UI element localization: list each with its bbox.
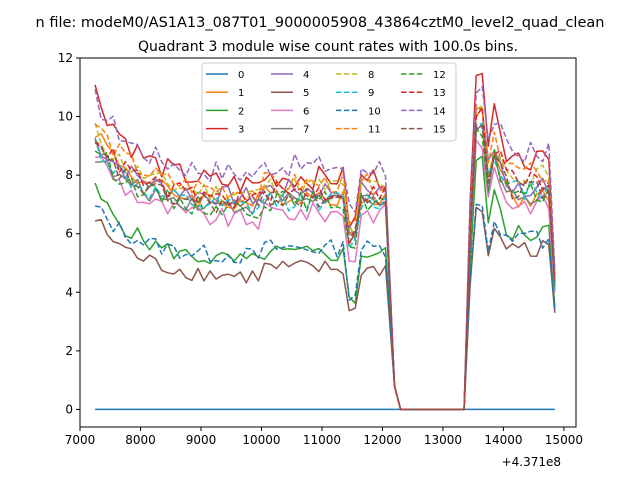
plot-area xyxy=(94,72,556,411)
legend-label-14: 14 xyxy=(433,106,446,117)
series-line-2 xyxy=(94,155,556,411)
x-offset-label: +4.371e8 xyxy=(502,455,561,469)
legend-label-3: 3 xyxy=(238,125,244,136)
x-tick-label: 12000 xyxy=(363,433,401,447)
chart-title: Quadrant 3 module wise count rates with … xyxy=(138,39,518,55)
legend-label-9: 9 xyxy=(368,88,374,99)
legend-label-15: 15 xyxy=(433,125,446,136)
legend-label-10: 10 xyxy=(368,106,381,117)
y-tick-label: 0 xyxy=(65,402,73,416)
legend-label-6: 6 xyxy=(303,106,309,117)
series-group xyxy=(94,72,556,411)
legend-label-12: 12 xyxy=(433,70,446,81)
series-line-12 xyxy=(94,127,556,411)
x-tick-label: 15000 xyxy=(545,433,583,447)
legend-label-13: 13 xyxy=(433,88,446,99)
figure-suptitle: n file: modeM0/AS1A13_087T01_9000005908_… xyxy=(36,15,605,31)
y-tick-label: 2 xyxy=(65,344,73,358)
legend-label-4: 4 xyxy=(303,70,309,81)
series-line-3 xyxy=(94,72,556,411)
series-line-10 xyxy=(94,203,556,411)
x-tick-label: 11000 xyxy=(303,433,341,447)
series-line-11 xyxy=(94,104,556,411)
x-tick-label: 10000 xyxy=(242,433,280,447)
y-tick-label: 4 xyxy=(65,285,73,299)
axes-frame xyxy=(79,57,577,428)
legend-label-11: 11 xyxy=(368,125,381,136)
x-tick-label: 7000 xyxy=(65,433,96,447)
legend-label-2: 2 xyxy=(238,106,244,117)
series-line-5 xyxy=(94,206,556,411)
legend-label-1: 1 xyxy=(238,88,244,99)
y-tick-label: 6 xyxy=(65,227,73,241)
series-line-15 xyxy=(94,125,556,411)
axes: 7000 8000 9000 10000 11000 12000 13000 14000 150… xyxy=(58,51,583,447)
series-line-7 xyxy=(95,122,556,411)
x-tick-label: 14000 xyxy=(484,433,522,447)
x-tick-label: 9000 xyxy=(186,433,217,447)
series-line-8 xyxy=(94,104,556,411)
series-line-4 xyxy=(94,107,556,411)
series-line-14 xyxy=(94,85,556,411)
legend-label-0: 0 xyxy=(238,70,244,81)
legend-label-7: 7 xyxy=(303,125,309,136)
series-line-9 xyxy=(94,122,556,411)
y-tick-label: 10 xyxy=(58,110,73,124)
x-tick-label: 8000 xyxy=(125,433,156,447)
legend-label-8: 8 xyxy=(368,70,374,81)
y-tick-label: 12 xyxy=(58,51,73,65)
legend-label-5: 5 xyxy=(303,88,309,99)
legend-box xyxy=(201,62,457,142)
y-tick-label: 8 xyxy=(65,168,73,182)
x-tick-label: 13000 xyxy=(424,433,462,447)
series-line-13 xyxy=(94,106,556,411)
